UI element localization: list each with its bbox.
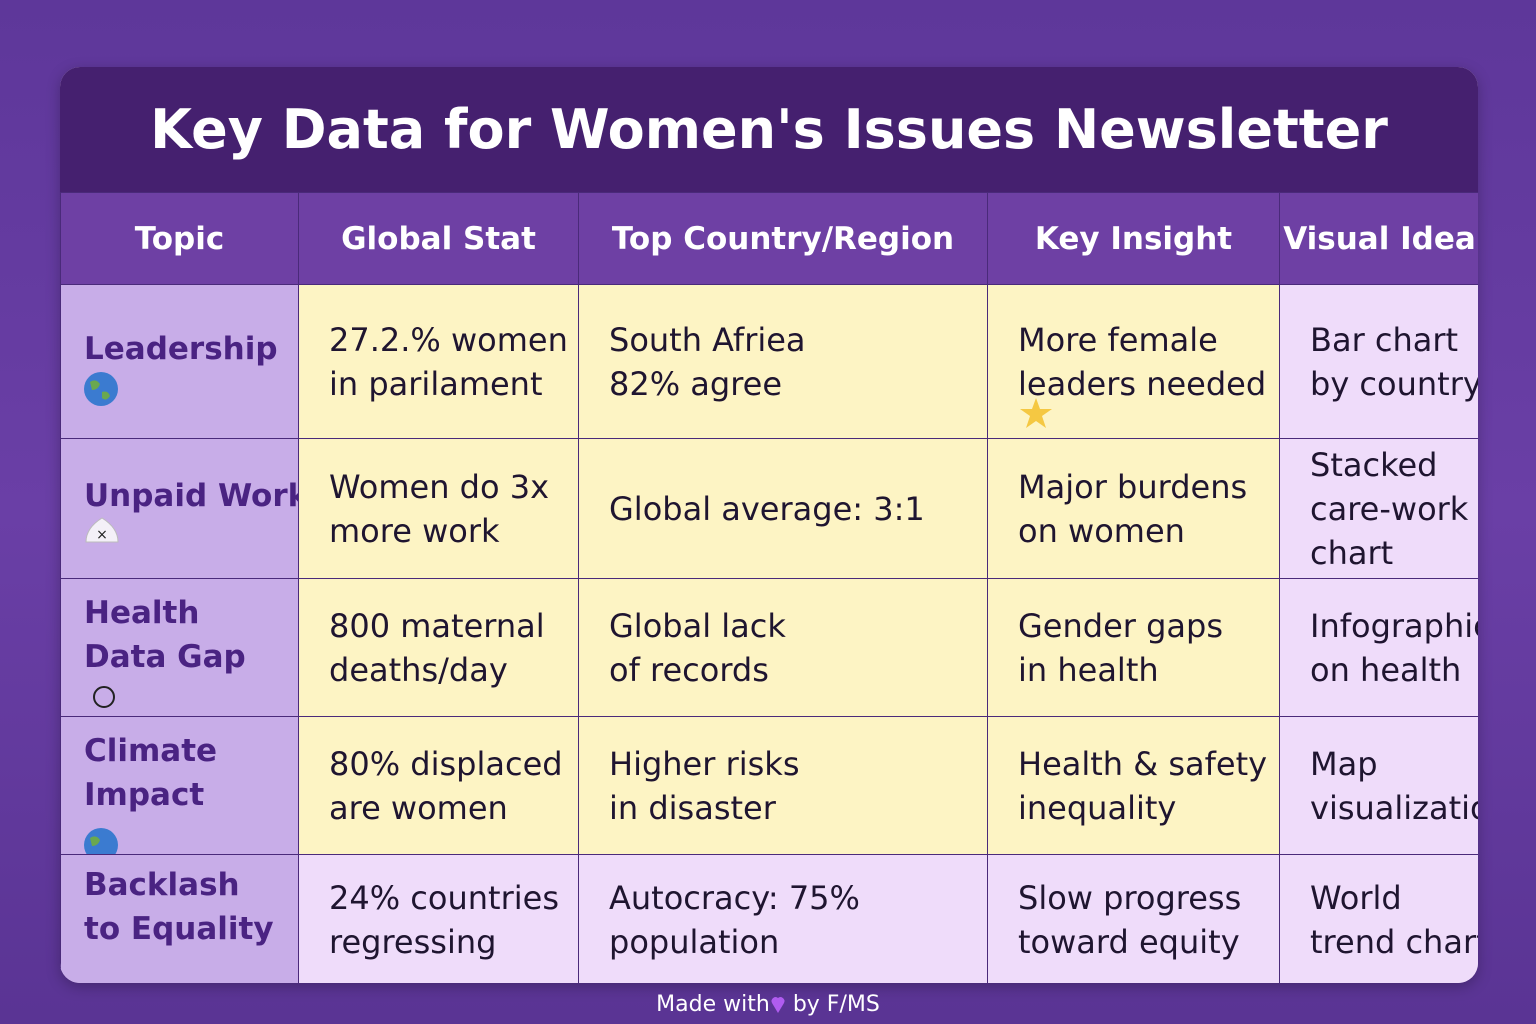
cell-text: Infographic	[1310, 606, 1478, 645]
cell-text: trend chart	[1310, 922, 1478, 961]
heart-icon	[771, 997, 785, 1013]
table-cell: World trend chart	[1279, 854, 1478, 983]
table-cell: Bar chart by country	[1279, 284, 1478, 439]
star-icon	[1020, 398, 1052, 428]
globe-icon	[84, 828, 118, 854]
title: Key Data for Women's Issues Newsletter	[60, 67, 1478, 192]
table-cell: 24% countries regressing	[298, 854, 579, 983]
row-topic: Leadership	[60, 284, 299, 439]
cell-text: on health	[1310, 650, 1462, 689]
footer-text: by F/MS	[792, 992, 880, 1017]
cell-text: Women do 3x	[329, 467, 550, 506]
table-cell: Health & safety inequality	[987, 716, 1280, 855]
cell-text: 24% countries	[329, 878, 559, 917]
cell-text: are women	[329, 788, 508, 827]
cell-text: Major burdens	[1018, 467, 1248, 506]
cell-text: Map	[1310, 744, 1378, 783]
cell-text: More female	[1018, 320, 1218, 359]
cell-text: on women	[1018, 511, 1185, 550]
table-cell: Global lack of records	[578, 578, 988, 717]
cell-text: in disaster	[609, 788, 776, 827]
cell-text: of records	[609, 650, 769, 689]
column-header: Visual Idea	[1279, 192, 1478, 285]
cell-text: in health	[1018, 650, 1159, 689]
cell-text: Stacked	[1310, 445, 1438, 484]
column-header: Top Country/Region	[578, 192, 988, 285]
table-cell: Stacked care-work chart	[1279, 438, 1478, 579]
table-cell: Women do 3x more work	[298, 438, 579, 579]
footer: Made with by F/MS	[0, 992, 1536, 1017]
cell-text: Global average: 3:1	[609, 489, 925, 528]
cell-text: deaths/day	[329, 650, 508, 689]
cell-text: 800 maternal	[329, 606, 545, 645]
cell-text: Climate	[84, 732, 218, 769]
cell-text: inequality	[1018, 788, 1177, 827]
cell-text: Data Gap	[84, 638, 246, 675]
cell-text: Bar chart	[1310, 320, 1459, 359]
table-cell: Global average: 3:1	[578, 438, 988, 579]
cell-text: South Afriea	[609, 320, 806, 359]
cell-text: chart	[1310, 533, 1394, 572]
cell-text: Slow progress	[1018, 878, 1242, 917]
cell-text: regressing	[329, 922, 497, 961]
table-cell: Infographic on health	[1279, 578, 1478, 717]
cell-text: more work	[329, 511, 500, 550]
cell-text: Impact	[84, 776, 205, 813]
column-header: Key Insight	[987, 192, 1280, 285]
cell-text: 80% displaced	[329, 744, 563, 783]
cell-text: 82% agree	[609, 364, 783, 403]
table-cell: 80% displaced are women	[298, 716, 579, 855]
table-cell: 800 maternal deaths/day	[298, 578, 579, 717]
cell-text: World	[1310, 878, 1402, 917]
cell-text: population	[609, 922, 780, 961]
cell-text: Health	[84, 594, 200, 631]
table-cell: Gender gaps in health	[987, 578, 1280, 717]
column-header: Global Stat	[298, 192, 579, 285]
cell-text: to Equality	[84, 910, 274, 947]
row-topic: Unpaid Work	[60, 438, 299, 579]
cell-text: Higher risks	[609, 744, 800, 783]
work-icon: ×	[85, 517, 119, 543]
cell-text: Global lack	[609, 606, 786, 645]
table-card: Key Data for Women's Issues Newsletter T…	[60, 67, 1478, 983]
table-cell: Higher risks in disaster	[578, 716, 988, 855]
row-topic: Backlash to Equality	[60, 854, 299, 983]
cell-text: Autocracy: 75%	[609, 878, 860, 917]
cell-text: toward equity	[1018, 922, 1240, 961]
table-cell: Slow progress toward equity	[987, 854, 1280, 983]
svg-text:×: ×	[96, 527, 108, 543]
table-cell: South Afriea 82% agree	[578, 284, 988, 439]
cell-text: 27.2.% women	[329, 320, 568, 359]
cell-text: Unpaid Work	[84, 477, 299, 514]
cell-text: leaders needed	[1018, 364, 1267, 403]
circle-icon	[93, 686, 115, 708]
column-header: Topic	[60, 192, 299, 285]
cell-text: in parilament	[329, 364, 543, 403]
cell-text: visualization	[1310, 788, 1478, 827]
cell-text: Health & safety	[1018, 744, 1268, 783]
globe-icon	[84, 372, 118, 406]
cell-text: Gender gaps	[1018, 606, 1223, 645]
table-cell: Major burdens on women	[987, 438, 1280, 579]
cell-text: Backlash	[84, 866, 240, 903]
table-cell: 27.2.% women in parilament	[298, 284, 579, 439]
cell-text: by country	[1310, 364, 1478, 403]
table-cell: Map visualization	[1279, 716, 1478, 855]
cell-text: Leadership	[84, 330, 278, 367]
footer-text: Made with	[656, 992, 770, 1017]
table-cell: Autocracy: 75% population	[578, 854, 988, 983]
cell-text: care-work	[1310, 489, 1469, 528]
